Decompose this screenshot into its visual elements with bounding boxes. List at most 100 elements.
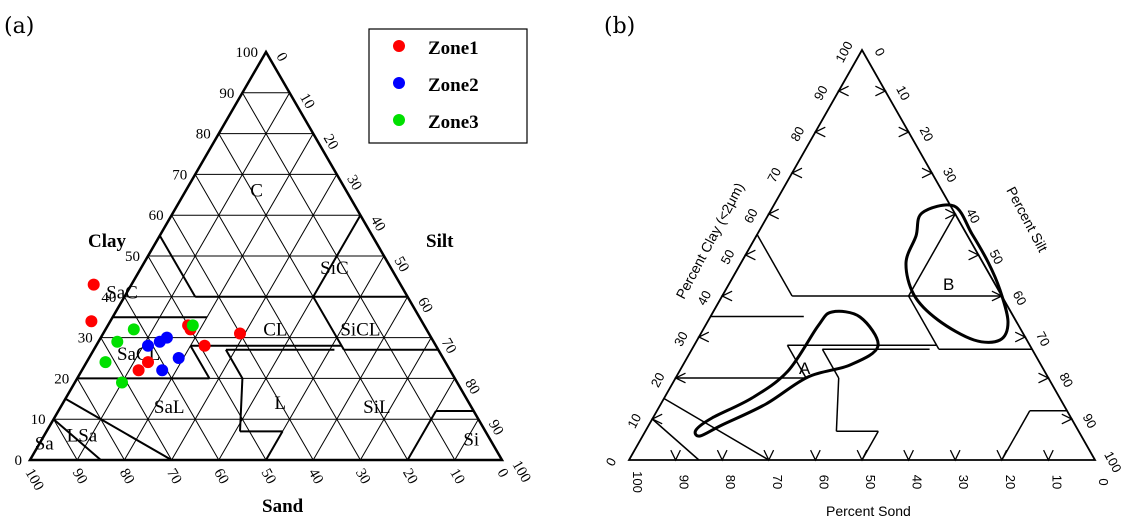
clay-tick-label: 20 [54,371,69,387]
tick-arrow [903,449,914,462]
silt-tick-label: 30 [343,172,364,193]
silt-tick-label: 100 [509,458,534,485]
grid-line-sand [194,174,361,461]
tick-arrow [650,413,663,425]
panel-b-region-b-label: B [943,275,954,294]
silt-tick-label: 90 [485,417,506,438]
texture-boundary [52,418,102,461]
right-tick-label: 90 [1080,411,1100,431]
sand-tick-label: 50 [258,466,279,487]
right-tick-label: 0 [872,45,889,58]
tick-arrow [1014,331,1027,343]
panel-b-texture-boundaries [651,213,1067,461]
right-tick-label: 80 [1056,370,1076,390]
texture-boundary [312,296,345,351]
panel-a-legend: Zone1 Zone2 Zone3 [368,28,528,144]
panel-b-bottom-tick-labels: 100 90 80 70 60 50 40 30 20 10 0 [630,471,1111,493]
tick-arrow [996,449,1008,462]
right-tick-label: 70 [1033,329,1053,349]
grid-line-sand [147,255,267,461]
sand-tick-label: 100 [22,466,47,493]
left-tick-label: 90 [811,83,831,103]
tick-arrow [875,85,887,97]
sand-tick-label: 30 [352,466,373,487]
legend-marker-zone3 [393,114,405,126]
grid-line-sand [53,418,78,461]
left-tick-label: 50 [718,247,738,267]
bottom-tick-label: 10 [1049,475,1064,489]
silt-tick-label: 60 [414,295,435,316]
data-point-zone3 [127,323,140,336]
grid-line-silt [171,174,338,461]
tick-arrow [744,249,756,261]
legend-label-zone3: Zone3 [428,112,479,133]
tick-arrow [790,167,803,179]
sand-tick-label: 60 [210,466,231,487]
texture-boundary [651,418,700,461]
bottom-tick-label: 0 [1096,478,1111,485]
texture-boundary [189,345,211,379]
tick-arrow [837,85,849,97]
texture-boundary [907,295,940,350]
region-label-sil: SiL [363,397,390,418]
panel-a-clay-tick-labels: 0 10 20 30 40 50 60 70 80 90 100 [15,45,259,469]
sand-tick-label: 10 [446,466,467,487]
left-tick-label: 40 [694,288,714,308]
left-tick-label: 100 [832,39,855,65]
tick-arrow [1043,449,1054,462]
texture-boundary [239,378,244,432]
clay-tick-label: 80 [196,127,211,143]
bottom-tick-label: 30 [956,475,971,489]
texture-boundary [756,234,793,297]
panel-b-sand-axis-title: Percent Sond [826,503,911,519]
bottom-tick-label: 50 [863,475,878,489]
clay-tick-label: 100 [236,45,259,61]
silt-tick-label: 0 [273,50,291,64]
sand-tick-label: 90 [69,466,90,487]
texture-boundary [225,349,244,379]
tick-arrow [968,249,980,261]
panel-b-region-b-outline [904,203,1010,344]
data-point-zone1 [198,339,211,352]
legend-label-zone1: Zone1 [428,38,479,59]
texture-boundary [265,430,284,461]
panel-b-tick-arrows [650,85,1074,462]
data-point-zone3 [111,335,124,348]
right-tick-label: 10 [893,83,913,103]
panel-b-label: (b) [604,14,635,39]
region-label-sic: SiC [320,258,349,279]
bottom-tick-label: 90 [677,475,692,489]
clay-tick-label: 60 [149,208,164,224]
region-label-si: Si [463,430,479,451]
bottom-tick-label: 40 [910,475,925,489]
tick-arrow [921,167,934,179]
data-point-zone3 [99,356,112,369]
data-point-zone3 [116,376,128,389]
legend-marker-zone1 [393,40,405,52]
clay-tick-label: 70 [172,167,187,183]
clay-tick-label: 0 [15,453,23,469]
tick-arrow [813,126,826,138]
data-point-zone3 [186,319,199,332]
grid-line-silt [454,418,479,461]
legend-label-zone2: Zone2 [428,75,479,96]
region-label-c: C [250,181,263,202]
tick-arrow [949,449,961,462]
panel-b-silt-axis-title: Percent Silt [1003,184,1051,255]
clay-tick-label: 30 [78,331,93,347]
grid-line-silt [312,296,409,461]
bottom-tick-label: 80 [723,475,738,489]
clay-tick-label: 90 [219,86,234,102]
right-tick-label: 50 [986,247,1006,267]
tick-arrow [767,208,779,220]
silt-tick-label: 20 [320,132,341,153]
panel-b-region-a-outline [693,309,880,438]
right-tick-label: 40 [963,206,983,226]
left-tick-label: 70 [764,165,784,185]
left-tick-label: 10 [624,411,644,431]
